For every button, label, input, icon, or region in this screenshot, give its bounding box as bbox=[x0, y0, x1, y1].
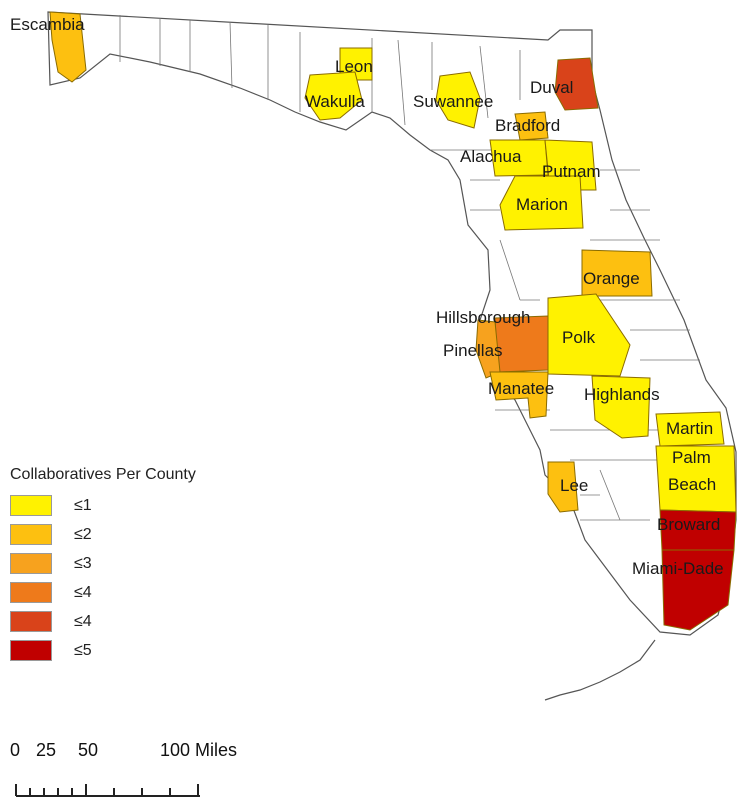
legend-item: ≤4 bbox=[10, 610, 250, 633]
label-wakulla: Wakulla bbox=[305, 92, 365, 111]
legend-label: ≤3 bbox=[74, 554, 92, 572]
label-miami-dade: Miami-Dade bbox=[632, 559, 724, 578]
label-highlands: Highlands bbox=[584, 385, 660, 404]
county-highlands[interactable] bbox=[591, 375, 651, 439]
county-manatee[interactable] bbox=[489, 371, 549, 419]
county-suwannee[interactable] bbox=[435, 71, 481, 129]
county-shapes bbox=[49, 11, 737, 631]
legend-label: ≤1 bbox=[74, 496, 92, 514]
label-martin: Martin bbox=[666, 419, 713, 438]
legend-item: ≤3 bbox=[10, 552, 250, 575]
legend-item: ≤4 bbox=[10, 581, 250, 604]
label-duval: Duval bbox=[530, 78, 573, 97]
label-hillsborough: Hillsborough bbox=[436, 308, 531, 327]
legend-swatch bbox=[10, 611, 52, 632]
label-broward: Broward bbox=[657, 515, 720, 534]
county-miami-dade[interactable] bbox=[661, 549, 735, 631]
label-manatee: Manatee bbox=[488, 379, 554, 398]
scale-tick-100: 100 Miles bbox=[160, 740, 238, 760]
legend-label: ≤4 bbox=[74, 583, 92, 601]
florida-keys bbox=[544, 639, 656, 701]
label-putnam: Putnam bbox=[542, 162, 601, 181]
county-labels: Escambia Leon Wakulla Suwannee Duval Bra… bbox=[10, 15, 724, 578]
scale-bar: 0 25 50 100 Miles bbox=[10, 740, 250, 800]
county-martin[interactable] bbox=[655, 411, 725, 447]
label-polk: Polk bbox=[562, 328, 596, 347]
legend-swatch bbox=[10, 524, 52, 545]
legend-items: ≤1 ≤2 ≤3 ≤4 ≤4 ≤5 bbox=[10, 494, 250, 662]
label-orange: Orange bbox=[583, 269, 640, 288]
label-escambia: Escambia bbox=[10, 15, 85, 34]
legend-label: ≤4 bbox=[74, 612, 92, 630]
label-leon: Leon bbox=[335, 57, 373, 76]
label-marion: Marion bbox=[516, 195, 568, 214]
label-suwannee: Suwannee bbox=[413, 92, 493, 111]
legend: Collaboratives Per County ≤1 ≤2 ≤3 ≤4 ≤4 ≤5 bbox=[10, 466, 250, 668]
county-escambia[interactable] bbox=[49, 11, 87, 83]
scale-ruler bbox=[15, 784, 200, 797]
legend-item: ≤5 bbox=[10, 639, 250, 662]
scale-tick-50: 50 bbox=[78, 740, 99, 760]
county-orange[interactable] bbox=[581, 249, 653, 297]
scale-tick-25: 25 bbox=[36, 740, 57, 760]
legend-item: ≤1 bbox=[10, 494, 250, 517]
scale-tick-0: 0 bbox=[10, 740, 21, 760]
label-lee: Lee bbox=[560, 476, 588, 495]
county-duval[interactable] bbox=[554, 57, 599, 111]
county-borders bbox=[119, 15, 700, 521]
county-bradford[interactable] bbox=[514, 111, 549, 141]
legend-title: Collaboratives Per County bbox=[10, 466, 196, 483]
label-beach: Beach bbox=[668, 475, 716, 494]
legend-label: ≤2 bbox=[74, 525, 92, 543]
legend-swatch bbox=[10, 582, 52, 603]
county-wakulla[interactable] bbox=[304, 71, 363, 121]
county-marion[interactable] bbox=[499, 175, 584, 231]
county-lee[interactable] bbox=[547, 461, 579, 513]
legend-swatch bbox=[10, 640, 52, 661]
label-pinellas: Pinellas bbox=[443, 341, 503, 360]
label-bradford: Bradford bbox=[495, 116, 560, 135]
legend-swatch bbox=[10, 495, 52, 516]
legend-item: ≤2 bbox=[10, 523, 250, 546]
legend-label: ≤5 bbox=[74, 641, 92, 659]
label-alachua: Alachua bbox=[460, 147, 522, 166]
county-polk[interactable] bbox=[547, 293, 631, 377]
legend-swatch bbox=[10, 553, 52, 574]
label-palm: Palm bbox=[672, 448, 711, 467]
